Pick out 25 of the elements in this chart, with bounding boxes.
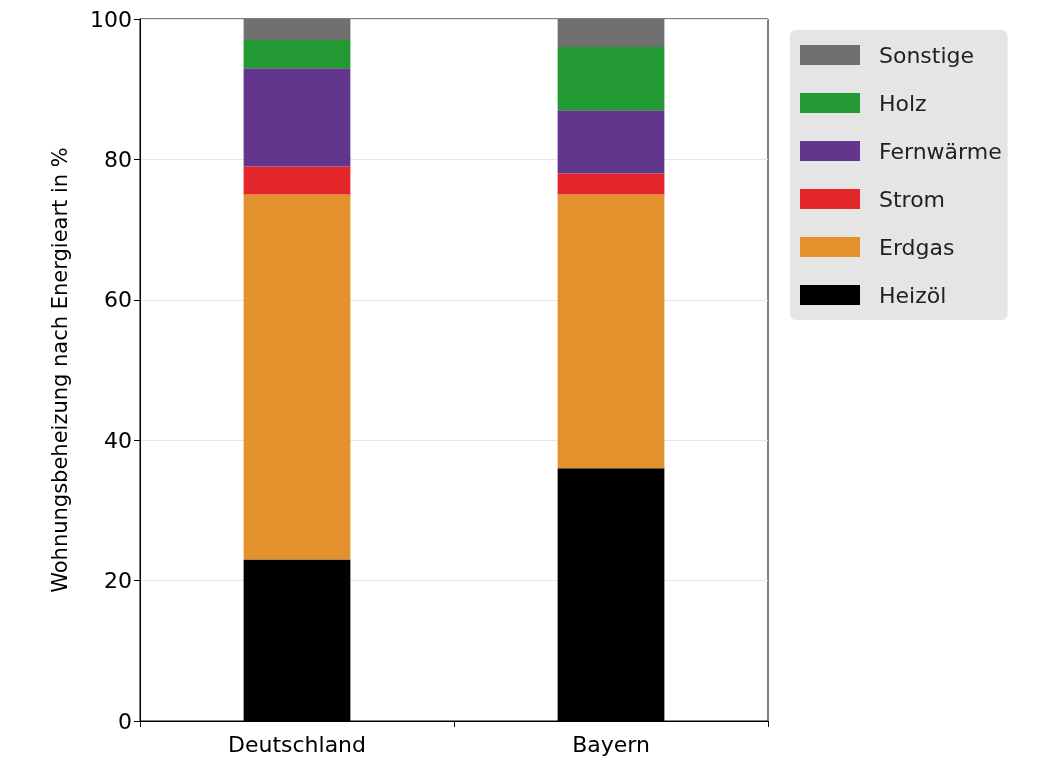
bar xyxy=(243,40,351,69)
y-axis-title: Wohnungsbeheizung nach Energieart in % xyxy=(47,147,72,593)
bar xyxy=(243,68,351,167)
legend-label: Sonstige xyxy=(879,42,975,68)
bar xyxy=(557,19,665,48)
bar xyxy=(243,166,351,195)
y-tick-label: 60 xyxy=(104,287,132,313)
bar xyxy=(243,19,351,41)
legend-label: Holz xyxy=(879,90,927,116)
legend-label: Fernwärme xyxy=(879,138,1002,164)
y-tick-label: 20 xyxy=(104,568,132,594)
bar xyxy=(557,110,665,174)
legend-label: Erdgas xyxy=(879,234,955,260)
y-tick-label: 40 xyxy=(104,427,132,453)
bar xyxy=(557,194,665,469)
y-tick-label: 0 xyxy=(118,708,132,734)
y-tick-label: 80 xyxy=(104,146,132,172)
y-tick-label: 100 xyxy=(90,6,132,32)
x-tick-label: Deutschland xyxy=(227,731,367,757)
bar xyxy=(557,173,665,195)
x-tick-label: Bayern xyxy=(572,731,650,757)
bar xyxy=(557,47,665,111)
bar xyxy=(243,194,351,560)
legend-label: Strom xyxy=(879,186,946,212)
legend-label: Heizöl xyxy=(879,282,947,308)
